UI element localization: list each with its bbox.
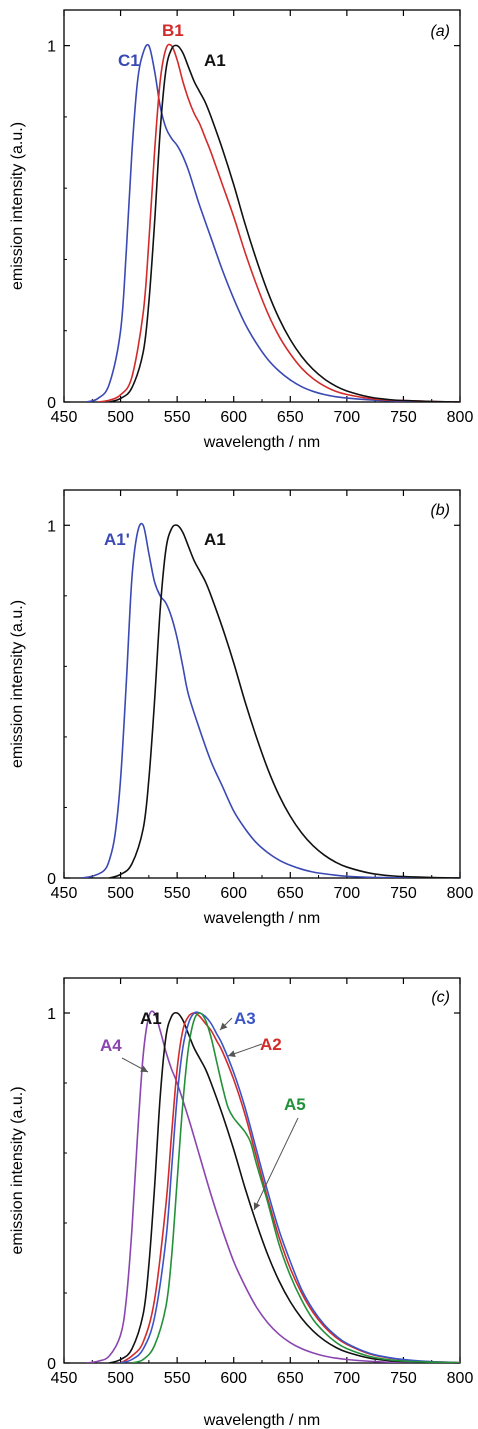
x-tick-label: 450 (51, 885, 78, 902)
series-label-a3: A3 (234, 1009, 256, 1028)
label-arrow-head (220, 1022, 228, 1030)
series-line-b1 (97, 43, 460, 402)
series-line-a3 (120, 1011, 460, 1363)
x-axis-label: wavelength / nm (203, 1412, 321, 1429)
series-label-c1: C1 (118, 51, 140, 70)
x-tick-label: 550 (164, 409, 191, 426)
series-label-b1: B1 (162, 21, 184, 40)
chart-panel-1: 450 500 550 600 650 700 750 800 0 1 wavelength / n… (9, 9, 474, 451)
x-tick-label: 450 (51, 409, 78, 426)
series-line-a1 (109, 1011, 460, 1363)
x-tick-label: 800 (447, 1370, 474, 1387)
series-line-a2 (120, 1012, 460, 1363)
y-axis-label: emission intensity (a.u.) (9, 122, 26, 290)
x-tick-label: 500 (107, 1370, 134, 1387)
series-label-a5: A5 (284, 1095, 306, 1114)
x-tick-label: 600 (220, 885, 247, 902)
y-tick-label: 0 (47, 871, 56, 888)
series-line-a5 (131, 1012, 460, 1363)
x-tick-label: 600 (220, 409, 247, 426)
series-label-a1: A1 (204, 530, 226, 549)
x-tick-label: 550 (164, 1370, 191, 1387)
x-tick-label: 800 (447, 885, 474, 902)
x-tick-label: 550 (164, 885, 191, 902)
label-arrow-head (253, 1202, 261, 1210)
x-tick-label: 500 (107, 885, 134, 902)
x-tick-label: 750 (390, 1370, 417, 1387)
series-label-a1: A1 (140, 1009, 162, 1028)
y-axis-label: emission intensity (a.u.) (9, 600, 26, 768)
series-line-a1 (109, 44, 460, 402)
x-tick-label: 700 (334, 885, 361, 902)
panel-tag: (a) (430, 23, 450, 40)
x-tick-label: 650 (277, 1370, 304, 1387)
y-axis-label: emission intensity (a.u.) (9, 1086, 26, 1254)
x-tick-label: 700 (334, 409, 361, 426)
series-line-a1 (109, 524, 460, 878)
series-line-a4 (86, 1010, 460, 1363)
x-tick-label: 650 (277, 885, 304, 902)
chart-panel-3: 450 500 550 600 650 700 750 800 0 1 wavelength / n… (9, 977, 474, 1429)
y-tick-label: 0 (47, 1356, 56, 1373)
x-tick-label: 800 (447, 409, 474, 426)
y-tick-label: 1 (47, 518, 56, 535)
y-tick-label: 0 (47, 395, 56, 412)
x-tick-label: 750 (390, 885, 417, 902)
x-axis-label: wavelength / nm (203, 910, 321, 927)
y-tick-label: 1 (47, 39, 56, 56)
panel-tag: (b) (430, 502, 450, 519)
series-label-a4: A4 (100, 1036, 122, 1055)
x-tick-label: 450 (51, 1370, 78, 1387)
series-label-a1: A1 (204, 51, 226, 70)
x-tick-label: 600 (220, 1370, 247, 1387)
chart-panel-2: 450 500 550 600 650 700 750 800 0 1 wavelength / n… (9, 489, 474, 927)
label-arrow-head (228, 1050, 236, 1057)
series-line-a1prime (80, 522, 460, 878)
y-tick-label: 1 (47, 1006, 56, 1023)
x-tick-label: 750 (390, 409, 417, 426)
x-tick-label: 650 (277, 409, 304, 426)
series-label-a1prime: A1' (104, 530, 130, 549)
x-tick-label: 500 (107, 409, 134, 426)
label-arrow-line (253, 1117, 299, 1211)
x-axis-label: wavelength / nm (203, 434, 321, 451)
x-tick-label: 700 (334, 1370, 361, 1387)
series-line-c1 (86, 43, 460, 402)
label-arrow-head (140, 1065, 148, 1072)
panel-tag: (c) (431, 989, 450, 1006)
series-label-a2: A2 (260, 1035, 282, 1054)
